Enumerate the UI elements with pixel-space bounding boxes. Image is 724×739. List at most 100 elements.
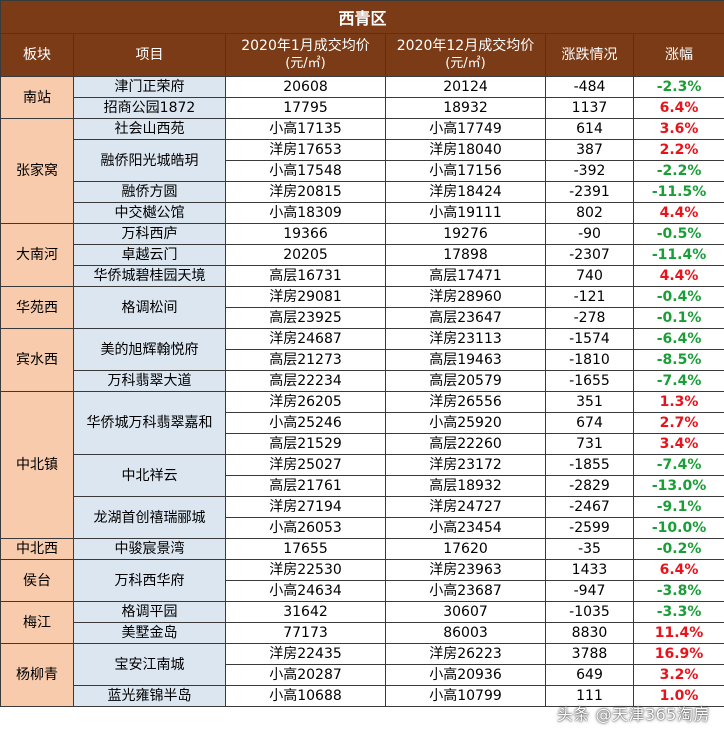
- price-table: 西青区 板块 项目 2020年1月成交均价 (元/㎡) 2020年12月成交均价…: [0, 0, 724, 707]
- pct-cell: 6.4%: [632, 97, 724, 119]
- pct-cell: 16.9%: [632, 643, 724, 665]
- table-row: 小高25246 小高25920 674 2.7%: [1, 412, 724, 434]
- price-jan-cell: 洋房20815: [225, 181, 386, 203]
- project-cell: 美墅金岛: [73, 622, 226, 644]
- table-row: 高层21529 高层22260 731 3.4%: [1, 433, 724, 455]
- header-price-jan: 2020年1月成交均价 (元/㎡): [225, 33, 386, 77]
- price-dec-cell: 18932: [385, 97, 546, 119]
- price-dec-cell: 洋房23963: [385, 559, 546, 581]
- project-cell: 中骏宸景湾: [73, 538, 226, 560]
- table-row: 美墅金岛 77173 86003 8830 11.4%: [1, 622, 724, 644]
- change-cell: -1855: [545, 454, 634, 476]
- header-price-jan-unit: (元/㎡): [285, 56, 326, 71]
- project-cell: 中北祥云: [73, 454, 226, 497]
- price-jan-cell: 19366: [225, 223, 386, 245]
- project-cell: 融侨方圆: [73, 181, 226, 203]
- price-dec-cell: 小高25920: [385, 412, 546, 434]
- pct-cell: 4.4%: [632, 202, 724, 224]
- change-cell: -278: [545, 307, 634, 329]
- change-cell: -90: [545, 223, 634, 245]
- project-cell: 融侨阳光城皓玥: [73, 139, 226, 182]
- change-cell: -2829: [545, 475, 634, 497]
- change-cell: 674: [545, 412, 634, 434]
- price-jan-cell: 高层21761: [225, 475, 386, 497]
- table-row: 宾水西 美的旭辉翰悦府 洋房24687 洋房23113 -1574 -6.4%: [0, 328, 724, 392]
- price-jan-cell: 17655: [225, 538, 386, 560]
- price-jan-cell: 洋房29081: [225, 286, 386, 308]
- header-pct: 涨幅: [632, 33, 724, 77]
- project-cell: 万科翡翠大道: [73, 370, 226, 392]
- header-price-dec-unit: (元/㎡): [445, 56, 486, 71]
- pct-cell: 3.6%: [632, 118, 724, 140]
- change-cell: 1137: [545, 97, 634, 119]
- change-cell: 740: [545, 265, 634, 287]
- price-jan-cell: 高层21273: [225, 349, 386, 371]
- price-dec-cell: 洋房26223: [385, 643, 546, 665]
- price-dec-cell: 高层18932: [385, 475, 546, 497]
- price-dec-cell: 17620: [385, 538, 546, 560]
- price-jan-cell: 20608: [225, 76, 386, 98]
- pct-cell: -13.0%: [632, 475, 724, 497]
- pct-cell: -2.3%: [632, 76, 724, 98]
- price-jan-cell: 31642: [225, 601, 386, 623]
- header-change: 涨跌情况: [545, 33, 634, 77]
- table-row: 融侨方圆 洋房20815 洋房18424 -2391 -11.5%: [1, 181, 724, 203]
- pct-cell: -0.5%: [632, 223, 724, 245]
- pct-cell: -2.2%: [632, 160, 724, 182]
- change-cell: -1655: [545, 370, 634, 392]
- project-cell: 招商公园1872: [73, 97, 226, 119]
- price-jan-cell: 小高25246: [225, 412, 386, 434]
- project-cell: 格调平园: [73, 601, 226, 623]
- price-jan-cell: 洋房22530: [225, 559, 386, 581]
- pct-cell: 2.7%: [632, 412, 724, 434]
- change-cell: 3788: [545, 643, 634, 665]
- change-cell: 351: [545, 391, 634, 413]
- price-dec-cell: 洋房23113: [385, 328, 546, 350]
- table-body: 南站 津门正荣府 20608 20124 -484 -2.3% 招商公园1872 17795 1…: [0, 76, 724, 707]
- price-jan-cell: 77173: [225, 622, 386, 644]
- change-cell: 731: [545, 433, 634, 455]
- table-row: 龙湖首创禧瑞郦城 洋房27194 洋房24727 -2467 -9.1%: [1, 496, 724, 539]
- price-dec-cell: 17898: [385, 244, 546, 266]
- price-jan-cell: 洋房17653: [225, 139, 386, 161]
- table-row: 小高26053 小高23454 -2599 -10.0%: [1, 517, 724, 539]
- price-dec-cell: 小高10799: [385, 685, 546, 707]
- block-cell: 宾水西: [0, 328, 74, 392]
- pct-cell: -8.5%: [632, 349, 724, 371]
- change-cell: 1433: [545, 559, 634, 581]
- block-cell: 南站: [0, 76, 74, 119]
- change-cell: -2467: [545, 496, 634, 518]
- price-jan-cell: 高层23925: [225, 307, 386, 329]
- change-cell: -2599: [545, 517, 634, 539]
- price-jan-cell: 洋房22435: [225, 643, 386, 665]
- change-cell: -2307: [545, 244, 634, 266]
- change-cell: 614: [545, 118, 634, 140]
- project-cell: 中交樾公馆: [73, 202, 226, 224]
- price-dec-cell: 30607: [385, 601, 546, 623]
- pct-cell: 1.0%: [632, 685, 724, 707]
- project-cell: 格调松间: [73, 286, 226, 329]
- price-dec-cell: 小高19111: [385, 202, 546, 224]
- project-cell: 蓝光雍锦半岛: [73, 685, 226, 707]
- project-cell: 万科西庐: [73, 223, 226, 245]
- price-jan-cell: 高层16731: [225, 265, 386, 287]
- block-cell: 大南河: [0, 223, 74, 287]
- table-row: 中交樾公馆 小高18309 小高19111 802 4.4%: [1, 202, 724, 224]
- project-cell: 美的旭辉翰悦府: [73, 328, 226, 371]
- table-row: 侯台 万科西华府 洋房22530 洋房23963 1433 6.4%: [0, 559, 724, 602]
- price-jan-cell: 小高20287: [225, 664, 386, 686]
- table-row: 卓越云门 20205 17898 -2307 -11.4%: [1, 244, 724, 266]
- pct-cell: 11.4%: [632, 622, 724, 644]
- table-title: 西青区: [0, 0, 724, 34]
- table-row: 万科翡翠大道 高层22234 高层20579 -1655 -7.4%: [1, 370, 724, 392]
- pct-cell: -11.4%: [632, 244, 724, 266]
- price-dec-cell: 洋房26556: [385, 391, 546, 413]
- block-cell: 中北西: [0, 538, 74, 560]
- price-dec-cell: 86003: [385, 622, 546, 644]
- pct-cell: 3.4%: [632, 433, 724, 455]
- change-cell: -2391: [545, 181, 634, 203]
- pct-cell: -10.0%: [632, 517, 724, 539]
- pct-cell: 4.4%: [632, 265, 724, 287]
- table-row: 招商公园1872 17795 18932 1137 6.4%: [1, 97, 724, 119]
- pct-cell: -0.2%: [632, 538, 724, 560]
